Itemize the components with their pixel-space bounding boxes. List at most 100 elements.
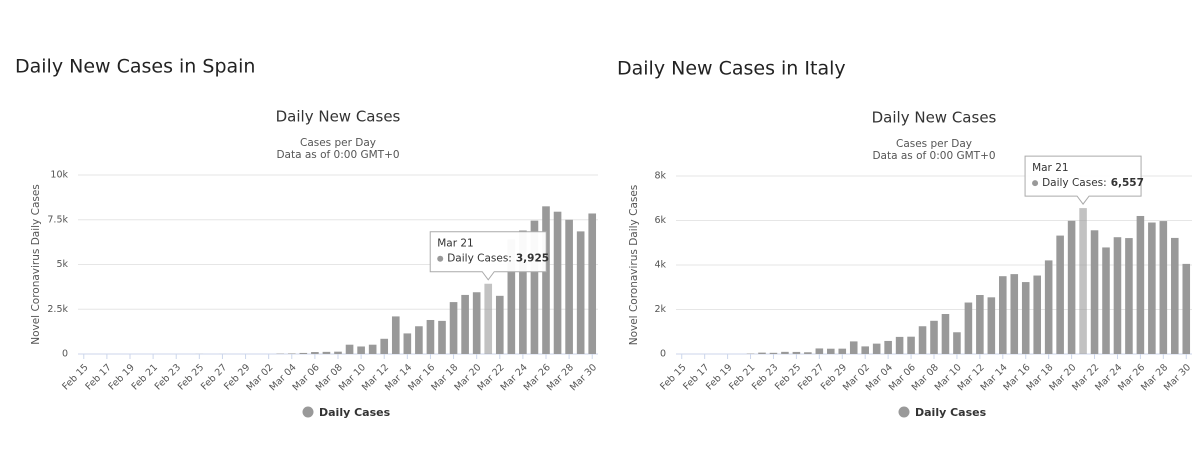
tooltip-label: Daily Cases: xyxy=(447,253,512,265)
y-tick-label: 6k xyxy=(654,215,666,226)
y-tick-label: 10k xyxy=(50,170,68,181)
y-tick-label: 4k xyxy=(654,260,666,271)
bar xyxy=(334,351,342,354)
y-tick-label: 8k xyxy=(654,171,666,182)
bar xyxy=(484,283,493,354)
bar xyxy=(1171,237,1179,354)
bar xyxy=(1125,238,1133,354)
tooltip-box xyxy=(429,231,547,281)
tooltip-marker xyxy=(437,255,444,262)
legend-marker xyxy=(302,406,314,418)
bar xyxy=(1033,275,1041,354)
legend-label: Daily Cases xyxy=(319,406,391,419)
bar xyxy=(368,344,377,354)
bar xyxy=(1136,215,1145,354)
legend-label: Daily Cases xyxy=(915,406,987,419)
bar xyxy=(380,338,389,354)
tooltip-value: 6,557 xyxy=(1111,177,1144,189)
tooltip-date: Mar 21 xyxy=(437,238,474,250)
bar xyxy=(1102,247,1110,354)
y-tick-label: 0 xyxy=(62,349,68,360)
bar xyxy=(804,352,812,354)
bar xyxy=(426,319,435,354)
tooltip-marker xyxy=(1032,180,1039,187)
bar xyxy=(472,292,481,354)
bar xyxy=(542,206,550,354)
bar xyxy=(758,352,766,354)
bar xyxy=(391,316,400,354)
y-axis-label: Novel Coronavirus Daily Cases xyxy=(30,184,42,345)
bar xyxy=(322,351,331,354)
bar xyxy=(884,340,892,354)
bar xyxy=(918,326,927,354)
chart-title: Daily New Cases xyxy=(276,108,401,126)
y-tick-label: 0 xyxy=(660,349,666,360)
y-tick-label: 5k xyxy=(56,259,68,270)
bar xyxy=(781,351,789,354)
bar xyxy=(907,336,915,354)
bar xyxy=(838,348,847,354)
tooltip-box xyxy=(1024,155,1142,205)
bar xyxy=(815,348,824,354)
bar xyxy=(849,341,858,354)
bar xyxy=(976,295,984,354)
bar xyxy=(964,302,973,354)
y-axis-label: Novel Coronavirus Daily Cases xyxy=(628,185,640,346)
bar xyxy=(1148,222,1156,354)
bar xyxy=(565,219,573,354)
chart: Daily New Cases in Spain Daily New Cases C… xyxy=(15,56,599,420)
chart-subtitle: Cases per Day xyxy=(300,137,376,149)
tooltip-value: 3,925 xyxy=(516,253,549,265)
bar xyxy=(438,320,446,354)
bar xyxy=(792,351,801,354)
bar xyxy=(1067,220,1076,354)
bar xyxy=(553,211,562,354)
bar xyxy=(507,239,516,354)
bar xyxy=(588,213,597,354)
chart-subtitle: Data as of 0:00 GMT+0 xyxy=(276,149,399,161)
bar xyxy=(299,352,308,354)
bar xyxy=(415,326,423,354)
bar xyxy=(461,294,469,354)
bar xyxy=(495,295,504,354)
bar xyxy=(311,352,319,354)
bar xyxy=(941,314,950,354)
tooltip-date: Mar 21 xyxy=(1032,162,1069,174)
bar xyxy=(930,320,938,354)
bar xyxy=(987,297,996,354)
chart-subtitle: Cases per Day xyxy=(896,138,972,150)
bar xyxy=(287,353,296,354)
bar xyxy=(530,220,539,354)
y-tick-label: 2.5k xyxy=(47,304,68,315)
chart-subtitle: Data as of 0:00 GMT+0 xyxy=(872,150,995,162)
bar xyxy=(1159,221,1168,354)
section-heading: Daily New Cases in Italy xyxy=(617,58,846,80)
bar xyxy=(861,346,869,354)
chart: Daily New Cases in Italy Daily New Cases C… xyxy=(617,58,1193,420)
bar xyxy=(999,276,1007,354)
bar xyxy=(1021,282,1030,354)
bar xyxy=(1090,230,1099,354)
bar xyxy=(1113,237,1122,354)
bar xyxy=(1056,235,1064,354)
bar xyxy=(1182,263,1191,354)
y-tick-label: 7.5k xyxy=(47,214,68,225)
bar xyxy=(1044,260,1053,354)
bar xyxy=(953,332,961,354)
bar xyxy=(519,230,527,354)
bar xyxy=(1079,208,1087,354)
chart-title: Daily New Cases xyxy=(872,109,997,127)
bar xyxy=(345,344,354,354)
bar xyxy=(403,333,412,354)
legend-marker xyxy=(898,406,910,418)
y-tick-label: 2k xyxy=(654,304,666,315)
tooltip-label: Daily Cases: xyxy=(1042,177,1107,189)
bar xyxy=(357,346,365,354)
bar xyxy=(872,343,881,354)
bar xyxy=(895,336,904,354)
bar xyxy=(1010,274,1019,354)
bar xyxy=(769,352,778,354)
section-heading: Daily New Cases in Spain xyxy=(15,56,255,78)
bar xyxy=(576,231,585,354)
